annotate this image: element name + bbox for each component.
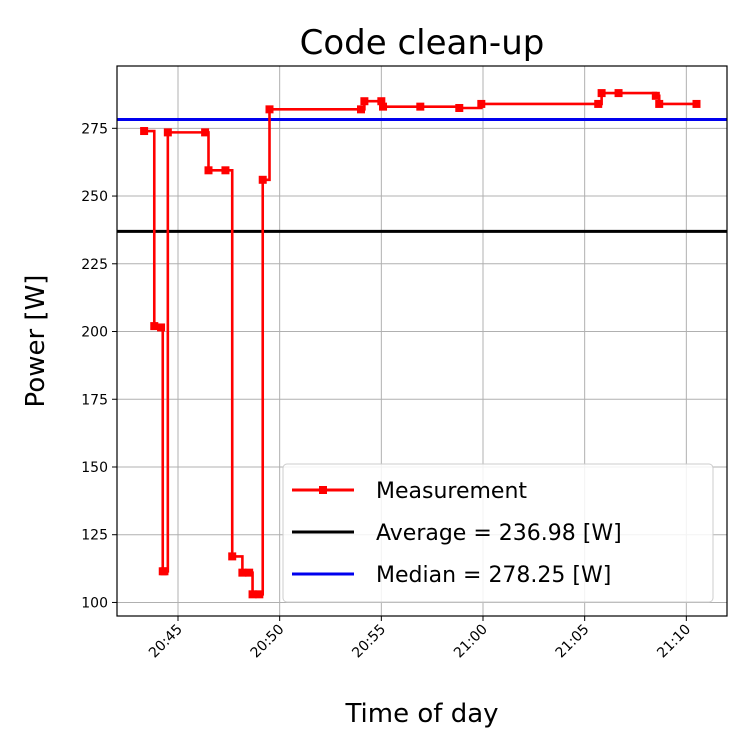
measurement-series bbox=[140, 89, 701, 599]
measurement-point bbox=[416, 102, 425, 111]
y-tick-label: 150 bbox=[81, 460, 108, 476]
measurement-point bbox=[655, 99, 664, 108]
measurement-point bbox=[692, 99, 701, 108]
measurement-point bbox=[360, 97, 369, 106]
measurement-point bbox=[157, 323, 166, 332]
x-axis-ticks: 20:45 20:50 20:55 21:00 21:05 21:10 bbox=[146, 616, 694, 661]
measurement-point bbox=[140, 127, 149, 136]
measurement-point bbox=[377, 97, 386, 106]
reference-lines bbox=[117, 118, 727, 233]
measurement-point bbox=[455, 103, 464, 112]
measurement-point bbox=[597, 89, 606, 98]
legend-label-average: Average = 236.98 [W] bbox=[376, 521, 622, 546]
legend-label-median: Median = 278.25 [W] bbox=[376, 563, 611, 588]
y-axis-title: Power [W] bbox=[21, 275, 51, 408]
measurement-point bbox=[265, 105, 274, 114]
measurement-point bbox=[248, 590, 257, 599]
x-tick-label: 20:45 bbox=[146, 622, 186, 662]
x-tick-label: 21:05 bbox=[553, 622, 593, 662]
x-tick-label: 20:50 bbox=[248, 622, 288, 662]
y-tick-label: 225 bbox=[81, 257, 108, 273]
y-tick-label: 200 bbox=[81, 325, 108, 341]
y-tick-label: 175 bbox=[81, 392, 108, 408]
measurement-point bbox=[255, 590, 264, 599]
measurement-point bbox=[160, 567, 169, 576]
measurement-point bbox=[594, 99, 603, 108]
x-tick-label: 21:10 bbox=[654, 622, 694, 662]
y-tick-label: 100 bbox=[81, 595, 108, 611]
plot-frame bbox=[116, 65, 728, 617]
measurement-point bbox=[201, 128, 210, 137]
y-tick-label: 125 bbox=[81, 528, 108, 544]
legend-box bbox=[282, 463, 714, 603]
measurement-point bbox=[477, 99, 486, 108]
y-axis-ticks: 100 125 150 175 200 225 250 275 bbox=[81, 121, 117, 611]
x-tick-label: 20:55 bbox=[349, 622, 389, 662]
y-tick-label: 250 bbox=[81, 189, 108, 205]
legend-marker-measurement bbox=[319, 486, 327, 494]
measurement-point bbox=[379, 102, 388, 111]
measurement-point bbox=[614, 89, 623, 98]
measurement-point bbox=[204, 166, 213, 175]
chart-title: Code clean-up bbox=[300, 23, 545, 63]
x-tick-label: 21:00 bbox=[451, 622, 491, 662]
measurement-point bbox=[228, 552, 237, 561]
legend: Measurement Average = 236.98 [W] Median … bbox=[282, 463, 714, 603]
measurement-point bbox=[163, 128, 172, 137]
measurement-point bbox=[238, 568, 247, 577]
measurement-point bbox=[150, 322, 159, 331]
measurement-point bbox=[651, 91, 660, 100]
legend-label-measurement: Measurement bbox=[376, 479, 527, 504]
measurement-point bbox=[357, 105, 365, 114]
measurement-point bbox=[258, 175, 267, 184]
y-tick-label: 275 bbox=[81, 121, 108, 137]
measurement-point bbox=[221, 166, 230, 175]
x-axis-title: Time of day bbox=[344, 699, 498, 729]
measurement-point bbox=[245, 568, 254, 577]
